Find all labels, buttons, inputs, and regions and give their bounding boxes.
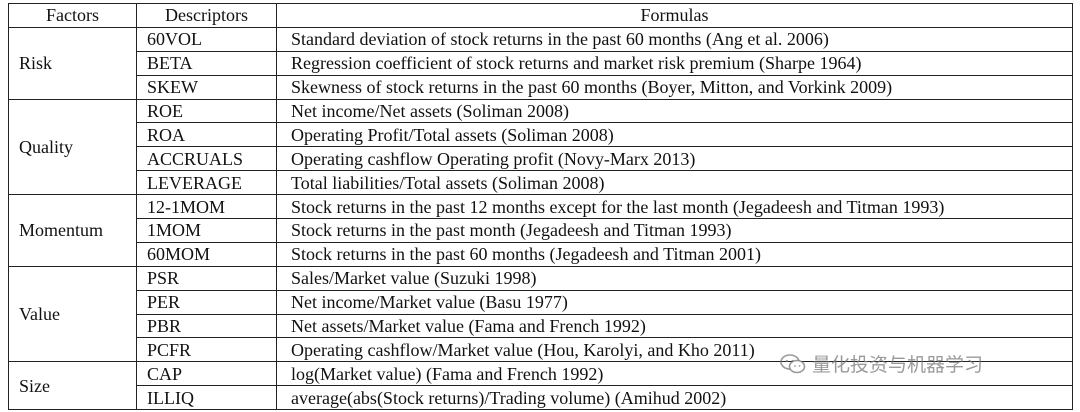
table-body: Risk 60VOL Standard deviation of stock ret… [8, 26, 1073, 411]
descriptor-cell: PSR [136, 265, 277, 291]
table-row: BETA Regression coefficient of stock retu… [9, 50, 1073, 76]
table-row: Risk 60VOL Standard deviation of stock ret… [8, 26, 1073, 100]
formula-cell: average(abs(Stock returns)/Trading volum… [276, 385, 1073, 411]
formula-cell: Net income/Net assets (Soliman 2008) [276, 98, 1073, 124]
table-row: LEVERAGE Total liabilities/Total assets (… [9, 170, 1073, 196]
descriptor-cell: ROA [136, 122, 277, 148]
formula-cell: Stock returns in the past month (Jegadee… [276, 218, 1073, 243]
descriptor-cell: PER [136, 289, 277, 315]
formula-cell: Standard deviation of stock returns in t… [276, 26, 1073, 52]
descriptor-cell: 60VOL [136, 26, 277, 52]
formula-cell: Stock returns in the past 12 months exce… [276, 194, 1073, 220]
table-row: 1MOM Stock returns in the past month (Jeg… [9, 218, 1073, 243]
table-row: Momentum 12-1MOM Stock returns in the past… [8, 194, 1073, 267]
header-row: Factors Descriptors Formulas [8, 3, 1073, 28]
descriptor-cell: PCFR [136, 337, 277, 363]
formula-cell: Stock returns in the past 60 months (Jeg… [276, 241, 1073, 267]
table-row: Size CAP log(Market value) (Fama and Frenc… [8, 361, 1073, 411]
descriptor-cell: ACCRUALS [136, 146, 277, 172]
formula-cell: Operating cashflow/Market value (Hou, Ka… [276, 337, 1073, 363]
factor-cell: Value [8, 265, 137, 363]
descriptor-cell: 1MOM [136, 218, 277, 243]
factor-cell: Momentum [8, 194, 137, 267]
descriptor-cell: 60MOM [136, 241, 277, 267]
table-row: SKEW Skewness of stock returns in the pas… [9, 74, 1073, 100]
formula-cell: Skewness of stock returns in the past 60… [276, 74, 1073, 100]
formula-cell: Operating cashflow Operating profit (Nov… [276, 146, 1073, 172]
factor-cell: Risk [8, 26, 137, 100]
header-formulas: Formulas [276, 3, 1073, 28]
factor-table: Factors Descriptors Formulas Risk 60VOL St… [8, 3, 1073, 411]
table-row: Value PSR Sales/Market value (Suzuki 1998) [8, 265, 1073, 363]
table-row: PBR Net assets/Market value (Fama and Fre… [9, 313, 1073, 339]
table-row: ILLIQ average(abs(Stock returns)/Trading … [9, 385, 1073, 411]
formula-cell: Total liabilities/Total assets (Soliman … [276, 170, 1073, 196]
formula-cell: Regression coefficient of stock returns … [276, 50, 1073, 76]
descriptor-cell: SKEW [136, 74, 277, 100]
factor-cell: Quality [8, 98, 137, 196]
formula-cell: log(Market value) (Fama and French 1992) [276, 361, 1073, 387]
formula-cell: Net income/Market value (Basu 1977) [276, 289, 1073, 315]
descriptor-cell: CAP [136, 361, 277, 387]
formula-cell: Sales/Market value (Suzuki 1998) [276, 265, 1073, 291]
descriptor-cell: BETA [136, 50, 277, 76]
header-factors: Factors [8, 3, 137, 28]
formula-cell: Operating Profit/Total assets (Soliman 2… [276, 122, 1073, 148]
formula-cell: Net assets/Market value (Fama and French… [276, 313, 1073, 339]
table-row: PCFR Operating cashflow/Market value (Hou… [9, 337, 1073, 363]
table-row: 60MOM Stock returns in the past 60 months… [9, 241, 1073, 267]
table-row: Quality ROE Net income/Net assets (Soliman… [8, 98, 1073, 196]
descriptor-cell: LEVERAGE [136, 170, 277, 196]
descriptor-cell: ROE [136, 98, 277, 124]
header-descriptors: Descriptors [136, 3, 277, 28]
descriptor-cell: PBR [136, 313, 277, 339]
factor-cell: Size [8, 361, 137, 411]
descriptor-cell: ILLIQ [136, 385, 277, 411]
table-row: ROA Operating Profit/Total assets (Solima… [9, 122, 1073, 148]
table-row: PER Net income/Market value (Basu 1977) [9, 289, 1073, 315]
descriptor-cell: 12-1MOM [136, 194, 277, 220]
table-row: ACCRUALS Operating cashflow Operating pro… [9, 146, 1073, 172]
